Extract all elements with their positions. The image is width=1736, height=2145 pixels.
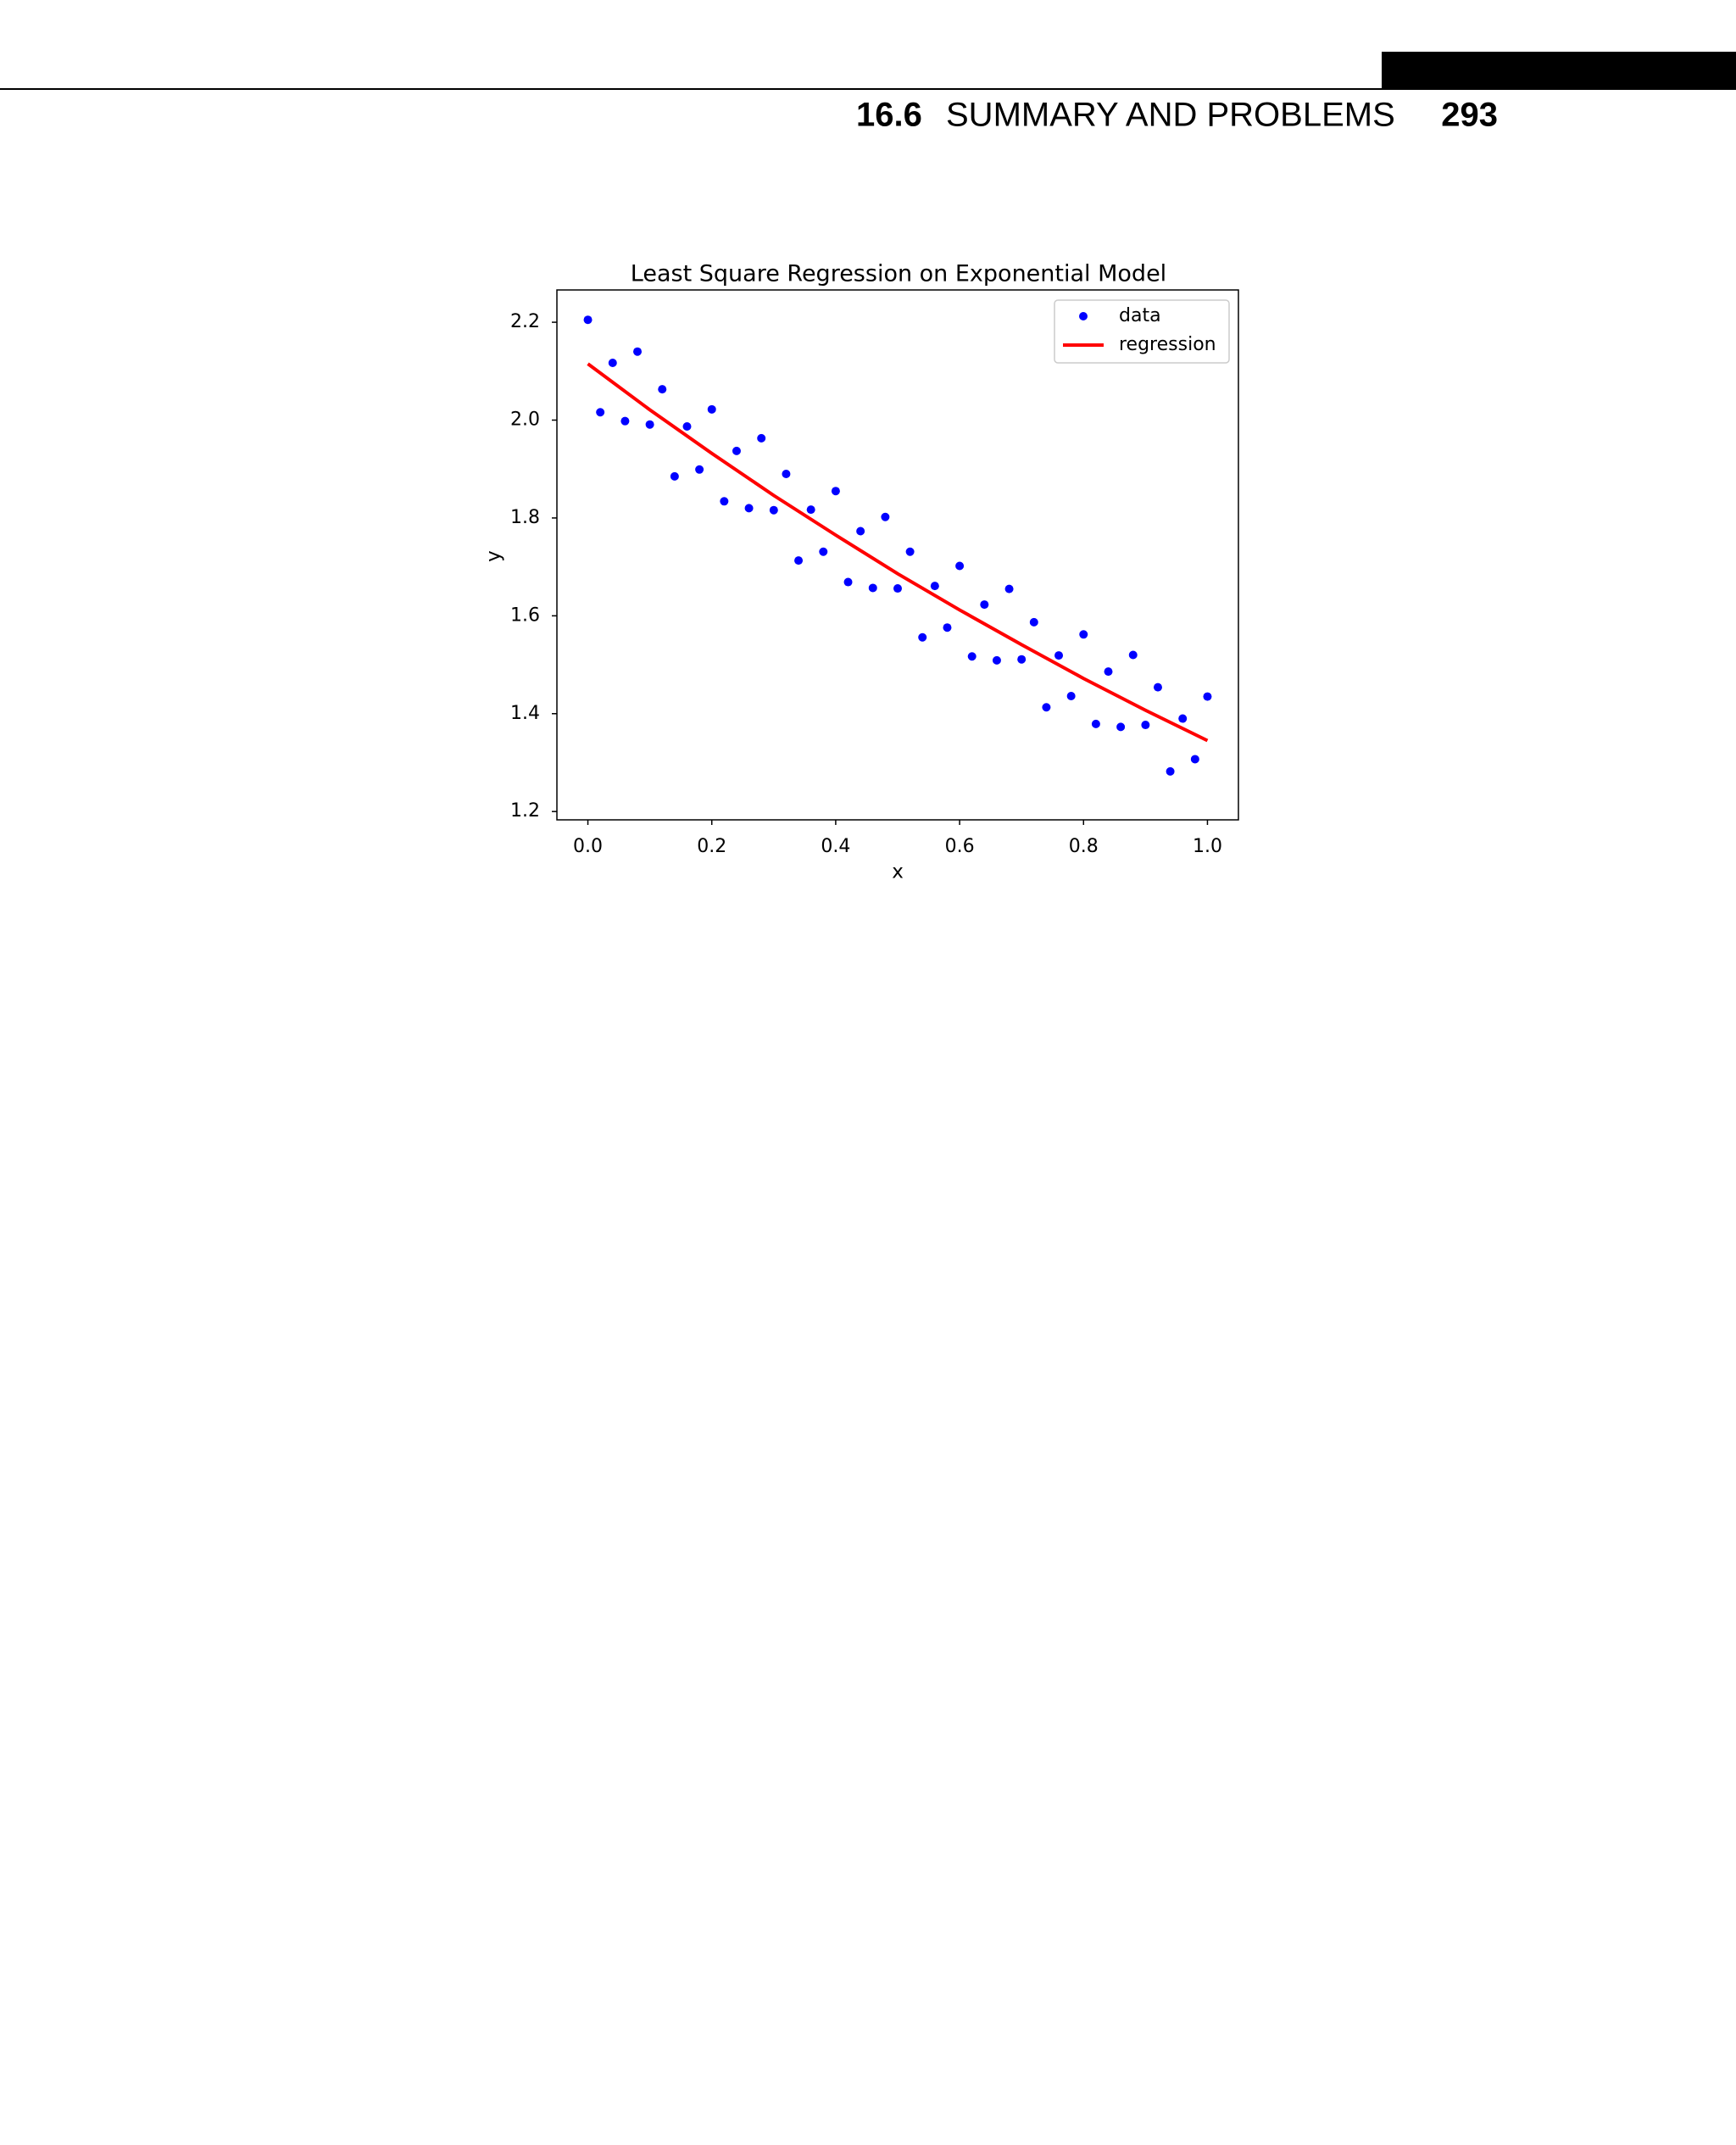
data-point <box>1178 714 1188 723</box>
y-tick-label: 2.0 <box>510 410 540 431</box>
data-point <box>831 487 840 496</box>
x-tick-label: 0.4 <box>821 836 850 857</box>
data-point <box>1042 703 1051 712</box>
data-point <box>1079 630 1088 639</box>
data-point <box>943 623 952 632</box>
x-tick-label: 0.6 <box>945 836 975 857</box>
data-point <box>856 526 865 536</box>
data-point <box>967 652 976 661</box>
data-point <box>1141 721 1150 730</box>
data-point <box>843 577 853 587</box>
data-point <box>806 505 815 515</box>
data-point <box>1004 584 1014 593</box>
y-tick-label: 2.2 <box>510 311 540 332</box>
data-point <box>1054 651 1064 660</box>
y-tick-label: 1.8 <box>510 507 540 528</box>
legend-box <box>1054 299 1230 364</box>
y-tick-label: 1.2 <box>510 800 540 822</box>
data-point <box>744 504 754 513</box>
data-point <box>794 556 804 566</box>
data-point <box>658 385 667 394</box>
page-number: 293 <box>1441 97 1498 134</box>
data-point <box>1091 719 1100 728</box>
data-point <box>955 561 965 571</box>
data-point <box>695 465 704 474</box>
legend-label: data <box>1119 305 1161 326</box>
data-point <box>1128 650 1138 660</box>
data-point <box>1066 691 1076 700</box>
legend-marker <box>1079 312 1088 320</box>
data-point <box>992 655 1001 665</box>
y-tick-label: 1.6 <box>510 604 540 626</box>
header-bar <box>1382 52 1736 89</box>
data-point <box>670 471 679 481</box>
data-point <box>1104 667 1113 677</box>
section-number: 16.6 <box>856 97 922 134</box>
data-point <box>620 416 630 426</box>
data-point <box>980 600 989 610</box>
data-point <box>930 582 939 591</box>
x-axis-label: x <box>892 861 904 883</box>
data-point <box>769 505 778 515</box>
x-tick-label: 0.8 <box>1069 836 1099 857</box>
data-point <box>1166 766 1175 776</box>
data-point <box>757 433 766 443</box>
y-axis-label: y <box>483 550 505 562</box>
x-tick-label: 0.2 <box>697 836 726 857</box>
data-point <box>707 404 716 414</box>
section-title: SUMMARY AND PROBLEMS <box>946 97 1395 134</box>
data-point <box>1029 617 1038 627</box>
data-point <box>732 446 741 455</box>
data-point <box>1190 755 1199 764</box>
data-point <box>633 347 643 356</box>
data-point <box>596 408 605 417</box>
data-point <box>583 315 593 325</box>
x-tick-label: 1.0 <box>1193 836 1222 857</box>
chart-title: Least Square Regression on Exponential M… <box>631 261 1166 287</box>
data-point <box>1153 682 1162 692</box>
data-point <box>1116 722 1126 732</box>
regression-line <box>587 362 1209 743</box>
data-point <box>782 469 791 478</box>
data-point <box>1017 655 1027 664</box>
data-point <box>1203 692 1212 701</box>
data-point <box>645 420 654 429</box>
plot-frame <box>556 289 1239 821</box>
data-point <box>720 497 729 506</box>
data-point <box>819 547 828 556</box>
x-tick-label: 0.0 <box>573 836 603 857</box>
data-point <box>868 583 877 593</box>
data-point <box>608 358 617 367</box>
legend-label: regression <box>1119 334 1216 355</box>
data-point <box>682 422 692 432</box>
y-tick-label: 1.4 <box>510 703 540 724</box>
data-point <box>881 512 890 521</box>
data-point <box>893 584 902 593</box>
data-point <box>905 547 915 556</box>
data-point <box>918 632 927 642</box>
